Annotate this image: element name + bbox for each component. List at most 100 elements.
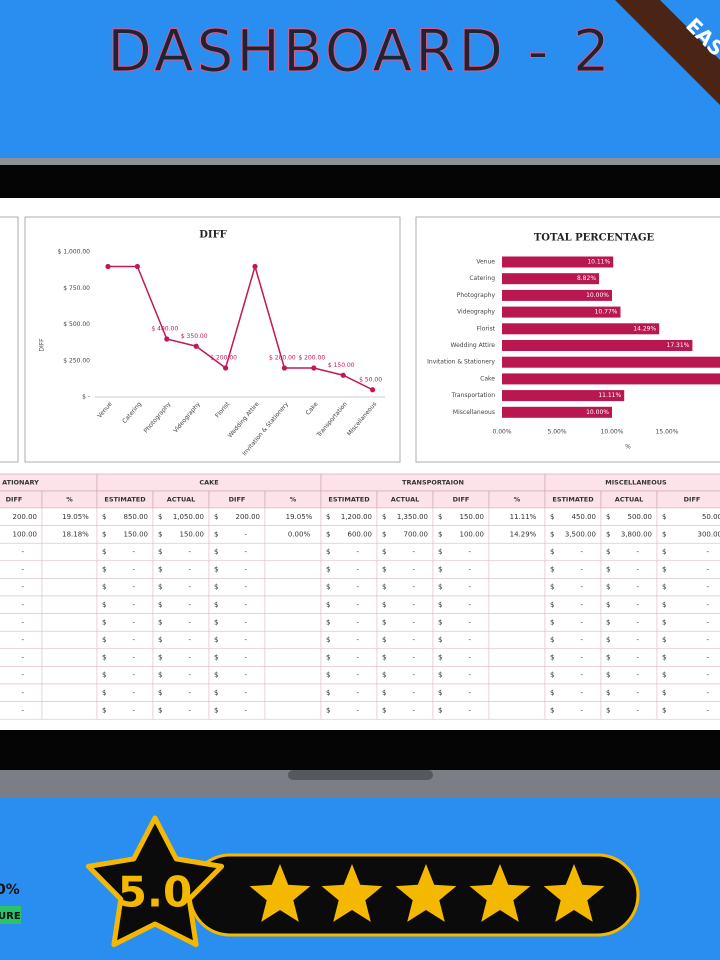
currency: $ xyxy=(550,636,554,644)
cell-text: - xyxy=(412,548,415,556)
currency: $ xyxy=(214,689,218,697)
currency: $ xyxy=(438,583,442,591)
cell-text: - xyxy=(356,706,359,714)
currency: $ xyxy=(438,618,442,626)
currency: $ xyxy=(158,583,162,591)
cell xyxy=(41,578,98,597)
cell-text: - xyxy=(244,530,247,538)
bar xyxy=(502,340,693,351)
stars xyxy=(249,864,605,922)
currency: $ xyxy=(438,689,442,697)
cell-text: - xyxy=(188,583,191,591)
cell-text: - xyxy=(356,601,359,609)
x-tick-label: 15.00% xyxy=(656,429,679,436)
data-label: 8.82% xyxy=(577,275,596,282)
data-point xyxy=(105,263,111,270)
y-tick-label: $ 1,000.00 xyxy=(58,249,91,256)
currency: $ xyxy=(662,583,666,591)
currency: $ xyxy=(102,583,106,591)
column-header-text: DIFF xyxy=(6,496,23,504)
cell-text: - xyxy=(21,583,24,591)
currency: $ xyxy=(214,583,218,591)
currency: $ xyxy=(102,671,106,679)
currency: $ xyxy=(102,566,106,574)
y-tick-label: Invitation & Stationery xyxy=(427,359,495,366)
cell-text: - xyxy=(468,636,471,644)
currency: $ xyxy=(158,671,162,679)
data-line xyxy=(108,263,373,391)
cell xyxy=(264,666,322,685)
group-header-text: ATIONARY xyxy=(2,479,39,487)
cell-text: 14.29% xyxy=(510,530,537,538)
cell-text: - xyxy=(706,689,709,697)
cell-text: 11.11% xyxy=(510,513,537,521)
cell-text: - xyxy=(706,671,709,679)
cell-text: - xyxy=(188,654,191,662)
cell-text: - xyxy=(468,601,471,609)
y-tick-label: $ 250.00 xyxy=(63,357,90,364)
currency: $ xyxy=(326,636,330,644)
data-label: $ 400.00 xyxy=(151,326,178,333)
cell-text: - xyxy=(706,618,709,626)
currency: $ xyxy=(606,583,610,591)
cell-text: - xyxy=(580,618,583,626)
currency: $ xyxy=(438,548,442,556)
cell xyxy=(488,578,546,597)
cell-text: 850.00 xyxy=(124,513,149,521)
currency: $ xyxy=(102,636,106,644)
cell xyxy=(264,578,322,597)
cell xyxy=(41,683,98,702)
cell-text: 3,500.00 xyxy=(565,530,596,538)
cell xyxy=(41,542,98,562)
cell-text: 100.00 xyxy=(13,530,38,538)
y-tick-label: Florist xyxy=(477,325,496,332)
cell-text: - xyxy=(244,601,247,609)
cell-text: - xyxy=(580,583,583,591)
cell xyxy=(264,542,322,562)
currency: $ xyxy=(550,689,554,697)
column-header-text: % xyxy=(290,496,297,504)
cell-text: - xyxy=(412,566,415,574)
column-header-text: ESTIMATED xyxy=(328,496,370,504)
cell xyxy=(264,630,322,650)
data-label: 17.31% xyxy=(667,342,690,349)
bar xyxy=(502,390,625,402)
cell-text: - xyxy=(132,654,135,662)
currency: $ xyxy=(214,530,218,538)
cell-text: - xyxy=(21,671,24,679)
cell-text: - xyxy=(244,636,247,644)
cell-text: - xyxy=(706,601,709,609)
cell-text: - xyxy=(580,654,583,662)
cell-text: - xyxy=(706,706,709,714)
cell-text: - xyxy=(188,636,191,644)
data-label: 10.77% xyxy=(595,309,618,316)
cell-text: 3,800.00 xyxy=(621,530,652,538)
cell-text: - xyxy=(636,601,639,609)
currency: $ xyxy=(326,618,330,626)
cell xyxy=(488,595,546,614)
bar xyxy=(502,406,612,418)
cell-text: - xyxy=(356,654,359,662)
cell-text: - xyxy=(706,566,709,574)
currency: $ xyxy=(438,601,442,609)
currency: $ xyxy=(662,530,666,538)
cell-text: - xyxy=(636,706,639,714)
currency: $ xyxy=(606,530,610,538)
cell-text: - xyxy=(580,601,583,609)
cell-text: - xyxy=(188,548,191,556)
page-title: DASHBOARD - 2 xyxy=(107,17,613,85)
currency: $ xyxy=(550,654,554,662)
column-header-text: DIFF xyxy=(684,496,701,504)
cell-text: - xyxy=(356,566,359,574)
data-label: 11.11% xyxy=(598,392,621,399)
group-header-text: MISCELLANEOUS xyxy=(605,479,667,487)
cell-text: - xyxy=(244,706,247,714)
cell-text: - xyxy=(580,706,583,714)
star xyxy=(395,864,457,922)
currency: $ xyxy=(102,706,106,714)
currency: $ xyxy=(214,706,218,714)
cell xyxy=(488,666,546,685)
cell xyxy=(264,613,322,632)
column-header-text: ACTUAL xyxy=(391,496,420,504)
y-tick-label: $ 750.00 xyxy=(63,285,90,292)
